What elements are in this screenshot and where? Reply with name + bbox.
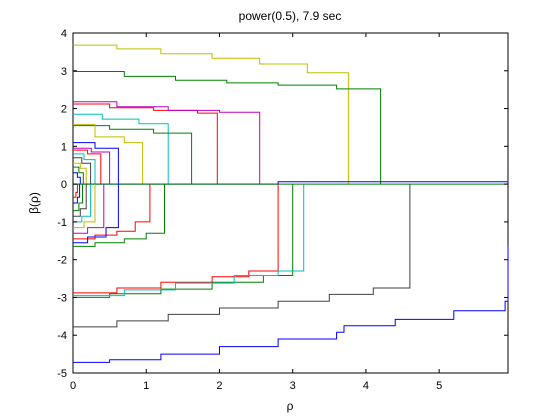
y-tick-label: 2	[61, 104, 67, 116]
series-line-9	[73, 149, 102, 185]
series-line-20	[73, 184, 279, 294]
y-axis-label: β(ρ)	[27, 192, 41, 214]
series-line-28	[73, 184, 87, 217]
y-tick-label: -4	[57, 330, 67, 342]
y-tick-label: -2	[57, 255, 67, 267]
series-line-13	[73, 166, 84, 185]
chart-title: power(0.5), 7.9 sec	[239, 9, 342, 23]
series-line-21	[73, 184, 305, 297]
series-line-1	[73, 71, 382, 185]
series-line-12	[73, 162, 87, 185]
series-line-29	[73, 184, 83, 212]
series-line-5	[73, 125, 193, 185]
series-line-26	[73, 184, 96, 229]
series-line-0	[73, 44, 349, 185]
y-tick-label: 4	[61, 28, 67, 40]
series-line-27	[73, 184, 92, 223]
y-tick-label: 3	[61, 66, 67, 78]
y-tick-label: -1	[57, 217, 67, 229]
series-line-31	[73, 184, 78, 198]
series-line-30	[73, 184, 81, 204]
y-tick-label: 1	[61, 141, 67, 153]
series-line-17	[73, 244, 509, 363]
x-tick-label: 2	[216, 380, 222, 392]
series-line-6	[73, 123, 144, 185]
series-line-18	[73, 184, 411, 328]
plot-frame	[72, 32, 509, 374]
y-tick-label: -3	[57, 292, 67, 304]
x-tick-label: 0	[70, 380, 76, 392]
x-tick-label: 5	[436, 380, 442, 392]
series-line-10	[73, 153, 96, 185]
series-line-19	[73, 184, 294, 298]
x-tick-label: 1	[143, 380, 149, 392]
y-tick-label: 0	[61, 179, 67, 191]
x-tick-label: 4	[363, 380, 369, 392]
x-axis-label: ρ	[287, 399, 294, 413]
series-line-25	[73, 184, 105, 234]
plot-area: 0 1 2 3 4 5 -5 -4 -3 -2 -1 0 1 2 3 4	[57, 28, 509, 392]
series-line-11	[73, 157, 92, 185]
series-line-8	[73, 147, 111, 185]
series-line-3	[73, 101, 261, 185]
series-line-4	[73, 113, 169, 185]
series-line-24	[73, 184, 119, 244]
series-line-7	[73, 142, 119, 185]
series-layer	[73, 44, 509, 363]
series-line-14	[73, 172, 81, 185]
series-line-22	[73, 184, 165, 247]
y-tick-label: -5	[57, 368, 67, 380]
y-axis: -5 -4 -3 -2 -1 0 1 2 3 4	[57, 28, 508, 380]
x-axis: 0 1 2 3 4 5	[70, 33, 442, 392]
x-tick-label: 3	[290, 380, 296, 392]
